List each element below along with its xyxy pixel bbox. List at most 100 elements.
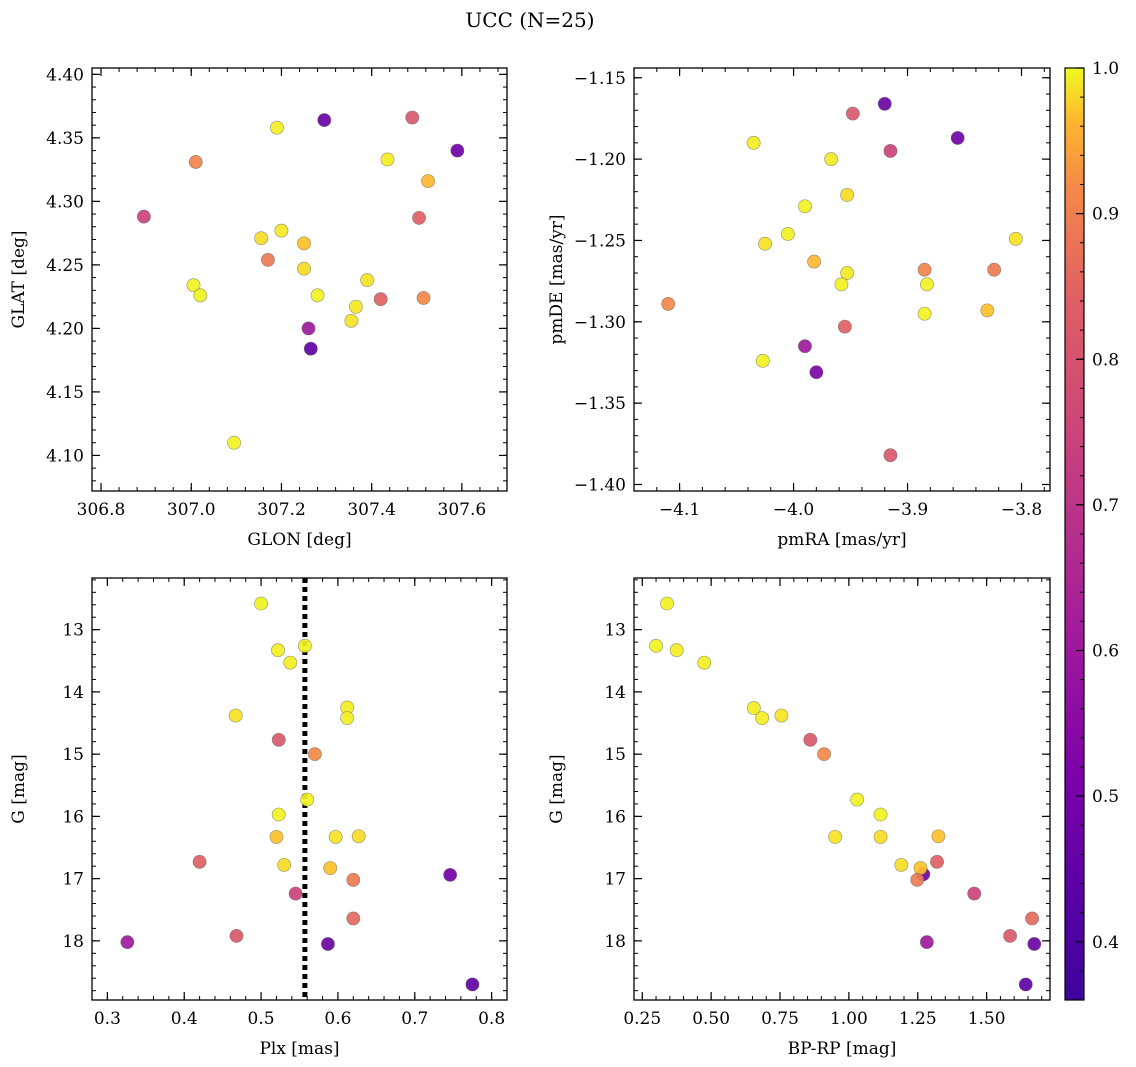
x-axis-label: BP-RP [mag] (788, 1039, 897, 1059)
y-tick-label: 17 (62, 870, 84, 890)
scatter-point (405, 110, 420, 125)
scatter-point (344, 313, 359, 328)
scatter-point (269, 120, 284, 135)
scatter-point (443, 867, 458, 882)
y-tick-label: 15 (604, 745, 626, 765)
scatter-point (950, 131, 965, 145)
scatter-point (450, 143, 465, 158)
scatter-point (807, 254, 822, 269)
y-tick-label: −1.15 (574, 69, 626, 89)
scatter-point (351, 829, 366, 844)
y-tick-label: 16 (604, 807, 626, 827)
x-tick-label: 1.25 (899, 1009, 937, 1029)
x-axis-label: Plx [mas] (259, 1039, 339, 1059)
scatter-point (271, 643, 285, 658)
scatter-point (1018, 977, 1033, 992)
scatter-point (297, 236, 311, 251)
scatter-point (186, 278, 201, 293)
scatter-point (1025, 911, 1040, 926)
scatter-point (254, 596, 269, 611)
panel-glon-glat: 306.8 307.0 307.2 307.4 307.6 4.10 4.15 4.20 4.2… (9, 65, 508, 550)
scatter-point (301, 321, 316, 336)
x-tick-label: 306.8 (77, 500, 126, 520)
y-axis-label: pmDE [mas/yr] (547, 214, 567, 344)
y-tick-label: 4.10 (46, 446, 84, 466)
scatter-point (465, 977, 480, 992)
y-tick-label: −1.30 (574, 313, 626, 333)
scatter-point (828, 829, 843, 844)
scatter-point (877, 96, 892, 111)
x-tick-label: −4.0 (773, 500, 814, 520)
y-tick-label: 4.25 (46, 256, 84, 276)
scatter-point (260, 252, 275, 267)
x-axis-label: GLON [deg] (247, 530, 351, 550)
x-tick-label: 0.5 (248, 1009, 275, 1029)
scatter-point (980, 303, 995, 318)
scatter-point (987, 262, 1002, 277)
y-tick-label: 14 (604, 683, 626, 703)
scatter-point (307, 747, 322, 762)
y-tick-label: 16 (62, 807, 84, 827)
x-tick-label: 0.6 (324, 1009, 351, 1029)
scatter-point (883, 144, 898, 158)
x-tick-label: 1.50 (968, 1009, 1006, 1029)
scatter-point (919, 935, 934, 950)
scatter-point (758, 236, 773, 251)
x-tick-label: 307.6 (438, 500, 487, 520)
scatter-point (746, 701, 761, 716)
scatter-point (380, 152, 395, 167)
scatter-point (303, 341, 318, 356)
x-tick-label: 0.7 (401, 1009, 428, 1029)
scatter-point (910, 872, 925, 887)
scatter-point (229, 928, 244, 943)
scatter-point (227, 435, 242, 450)
y-tick-label: 13 (604, 621, 626, 641)
y-tick-label: 18 (62, 932, 84, 952)
panel-plx-g: 0.3 0.4 0.5 0.6 0.7 0.8 13 14 15 16 17 18 Plx [mas] G… (9, 577, 508, 1059)
scatter-point (850, 792, 865, 807)
scatter-point (873, 807, 888, 822)
scatter-point (421, 174, 436, 189)
scatter-point (416, 290, 431, 305)
scatter-point (1003, 928, 1018, 943)
x-tick-label: −3.8 (1001, 500, 1042, 520)
y-axis-label: GLAT [deg] (9, 230, 29, 328)
colorbar: 0.4 0.5 0.6 0.7 0.8 0.9 1.0 (1064, 59, 1119, 1001)
scatter-point (283, 655, 298, 670)
y-axis-label: G [mag] (547, 754, 567, 823)
scatter-point (894, 857, 909, 872)
colorbar-tick-label: 0.9 (1092, 205, 1119, 225)
scatter-point (136, 209, 151, 224)
scatter-point (798, 339, 812, 354)
suptitle: UCC (N=25) (465, 8, 594, 32)
y-tick-label: 15 (62, 745, 84, 765)
scatter-point (228, 708, 243, 723)
y-axis-label: G [mag] (9, 754, 29, 823)
scatter-point (930, 854, 944, 869)
scatter-point (323, 861, 338, 875)
scatter-point (269, 829, 284, 844)
x-tick-label: 307.0 (167, 500, 216, 520)
scatter-point (346, 872, 361, 887)
y-tick-label: −1.35 (574, 394, 626, 414)
scatter-point (913, 861, 928, 875)
scatter-point (310, 288, 325, 303)
scatter-point (346, 911, 361, 926)
axes-frame (91, 577, 508, 1001)
scatter-point (845, 106, 860, 121)
scatter-point (277, 857, 292, 872)
axes-frame (91, 67, 508, 492)
y-tick-label: 18 (604, 932, 626, 952)
scatter-point (1027, 937, 1042, 951)
scatter-point (288, 886, 303, 901)
scatter-point (697, 655, 712, 670)
scatter-point (917, 306, 932, 321)
axes-frame (633, 577, 1051, 1001)
scatter-point (1008, 231, 1023, 246)
colorbar-tick-label: 0.7 (1092, 496, 1119, 516)
scatter-point (271, 732, 286, 747)
scatter-point (300, 792, 315, 807)
scatter-point (967, 886, 982, 901)
scatter-point (931, 829, 946, 844)
axes-frame (633, 67, 1051, 492)
